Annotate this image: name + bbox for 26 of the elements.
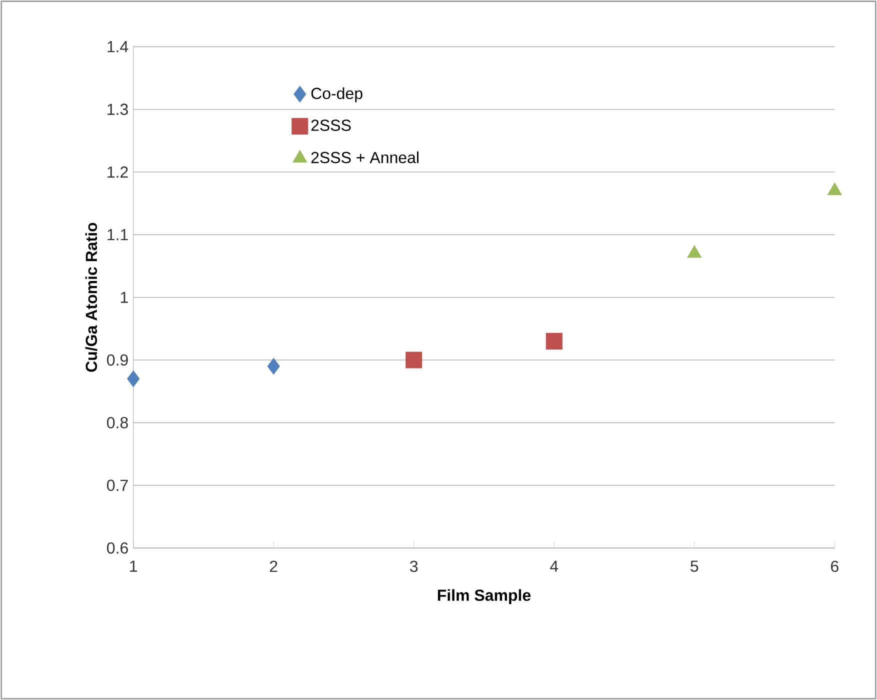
legend-label: Co-dep [311,87,362,102]
x-axis-title: Film Sample [438,589,531,604]
x-tick-label: 1 [130,560,137,572]
y-tick-label: 0.6 [107,542,128,554]
point [267,358,280,375]
x-tick-label: 2 [270,560,278,572]
legend-label: 2SSS + Anneal [311,151,418,164]
point [406,352,422,368]
x-tick-label: 5 [690,560,698,572]
y-tick-label: 0.8 [107,417,128,428]
point [127,370,140,388]
y-axis-title: Cu/Ga Atomic Ratio [85,222,98,372]
point [687,245,702,258]
y-tick-label: 0.9 [107,354,128,366]
y-tick-label: 0.7 [107,480,128,491]
x-tick-label: 3 [410,560,418,572]
x-tick-label: 4 [550,560,558,572]
y-tick-label: 1.1 [108,229,128,240]
y-tick-label: 1.3 [108,104,128,115]
x-tick-label: 6 [831,560,838,572]
y-tick-label: 1.2 [108,166,128,178]
y-tick-label: 1 [120,292,128,303]
point [546,332,562,350]
legend-label: 2SSS [311,120,351,131]
point [827,182,842,196]
y-tick-label: 1.4 [108,41,128,52]
